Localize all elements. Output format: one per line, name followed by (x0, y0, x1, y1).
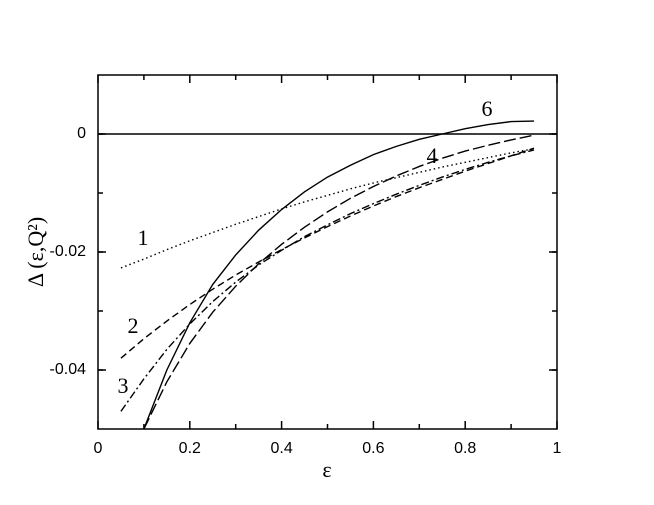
series-line (120, 147, 535, 359)
series-label: 4 (427, 143, 438, 168)
y-axis-label: Δ (ε,Q²) (23, 217, 48, 287)
series-line (143, 134, 535, 429)
series-line (120, 148, 535, 269)
series-label: 3 (118, 373, 129, 398)
x-tick-label: 0.2 (179, 440, 201, 457)
x-axis-label: ε (322, 457, 331, 482)
plot-frame (97, 74, 558, 430)
x-tick-label: 1 (553, 440, 562, 457)
series-label: 6 (482, 96, 493, 121)
y-tick-label: -0.04 (50, 361, 87, 378)
series-label: 2 (128, 313, 139, 338)
x-tick-label: 0.6 (362, 440, 384, 457)
y-tick-label: -0.02 (50, 243, 87, 260)
series-label: 1 (138, 225, 149, 250)
series-line (143, 120, 535, 429)
series-line (120, 149, 535, 412)
x-tick-label: 0.8 (454, 440, 476, 457)
y-tick-label: 0 (77, 125, 86, 142)
x-tick-label: 0 (94, 440, 103, 457)
x-tick-label: 0.4 (270, 440, 292, 457)
plot-area (120, 120, 535, 429)
